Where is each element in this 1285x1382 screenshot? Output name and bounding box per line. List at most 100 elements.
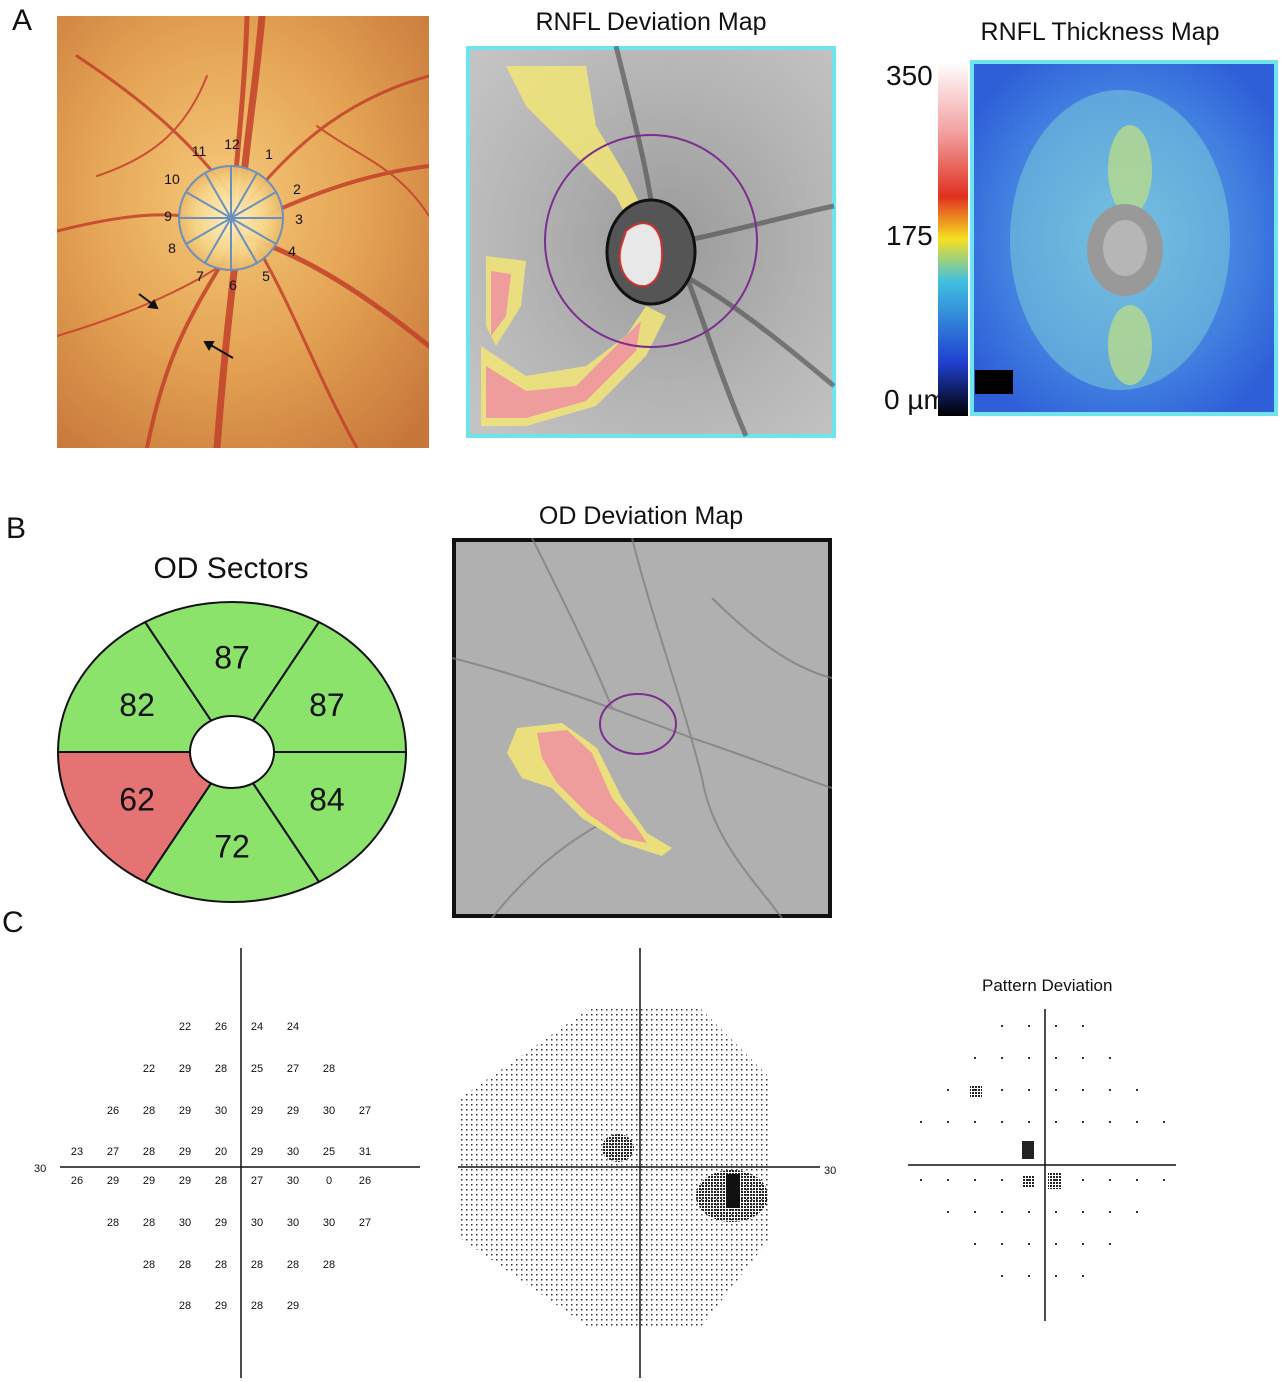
pattern-deviation-dot	[1109, 1179, 1111, 1181]
pattern-deviation-plot	[908, 1009, 1176, 1321]
threshold-value: 28	[107, 1217, 119, 1229]
pattern-deviation-dot	[1055, 1211, 1057, 1213]
pattern-deviation-dot	[1001, 1243, 1003, 1245]
od-sectors-chart: 87 87 84 72 62 82	[56, 601, 408, 903]
threshold-value: 26	[359, 1175, 371, 1187]
threshold-value: 29	[215, 1217, 227, 1229]
clock-hour-2: 2	[293, 181, 301, 197]
threshold-value: 30	[287, 1146, 299, 1158]
threshold-axis-label: 30	[34, 1163, 46, 1175]
threshold-value: 29	[251, 1105, 263, 1117]
sector-value-label: 87	[309, 687, 345, 723]
sector-wedge	[230, 620, 408, 753]
pattern-deviation-dot	[1082, 1121, 1084, 1123]
clock-hour-1: 1	[265, 146, 273, 162]
clock-hour-8: 8	[168, 240, 176, 256]
pattern-deviation-dot	[1055, 1275, 1057, 1277]
threshold-value: 25	[323, 1146, 335, 1158]
threshold-value: 29	[179, 1105, 191, 1117]
sector-center-hole	[189, 715, 275, 789]
pattern-deviation-dot	[1001, 1275, 1003, 1277]
clock-hour-6: 6	[229, 277, 237, 293]
threshold-value: 29	[215, 1300, 227, 1312]
pattern-deviation-dot	[974, 1121, 976, 1123]
threshold-value: 28	[215, 1259, 227, 1271]
threshold-value: 23	[71, 1146, 83, 1158]
threshold-value: 28	[251, 1259, 263, 1271]
rnfl-thickness-map	[970, 60, 1278, 416]
pattern-deviation-dot	[947, 1179, 949, 1181]
sector-value-label: 84	[309, 781, 345, 817]
panel-label-a: A	[12, 4, 33, 37]
threshold-value: 27	[107, 1146, 119, 1158]
pattern-deviation-dot	[1028, 1025, 1030, 1027]
pattern-deviation-dot	[1028, 1243, 1030, 1245]
pattern-deviation-dot	[947, 1211, 949, 1213]
pattern-deviation-dot	[974, 1243, 976, 1245]
pattern-deviation-dot	[1082, 1089, 1084, 1091]
threshold-value: 28	[143, 1217, 155, 1229]
panel-label-b: B	[6, 512, 27, 545]
threshold-value: 28	[179, 1259, 191, 1271]
threshold-value: 29	[179, 1146, 191, 1158]
pattern-deviation-dot	[1001, 1121, 1003, 1123]
pattern-deviation-dot	[1136, 1211, 1138, 1213]
threshold-value: 22	[179, 1021, 191, 1033]
threshold-value: 29	[179, 1175, 191, 1187]
threshold-value: 29	[287, 1300, 299, 1312]
threshold-value: 22	[143, 1063, 155, 1075]
threshold-value: 28	[215, 1063, 227, 1075]
clock-hour-11: 11	[192, 143, 207, 159]
pattern-deviation-dot	[1109, 1211, 1111, 1213]
threshold-value: 28	[251, 1300, 263, 1312]
sector-value-label: 82	[119, 687, 155, 723]
pattern-deviation-dot	[1055, 1121, 1057, 1123]
pattern-deviation-dot	[1082, 1057, 1084, 1059]
threshold-value: 28	[323, 1063, 335, 1075]
pattern-deviation-dot	[920, 1121, 922, 1123]
pattern-deviation-dot	[1055, 1057, 1057, 1059]
rnfl-thickness-map-title: RNFL Thickness Map	[980, 18, 1220, 46]
sector-value-label: 72	[214, 829, 250, 865]
clock-hour-4: 4	[288, 243, 296, 259]
od-sectors-title: OD Sectors	[153, 552, 309, 585]
pattern-deviation-dot	[1055, 1089, 1057, 1091]
panel-label-c: C	[2, 906, 24, 939]
pattern-deviation-dot	[947, 1121, 949, 1123]
threshold-values-plot: 30 22 26 24 24 22 29 28 25 27 28 26 28 29 30 29 29 30 27 2…	[34, 948, 420, 1378]
od-deviation-map	[452, 538, 832, 918]
clock-hour-7: 7	[196, 268, 204, 284]
threshold-value: 29	[287, 1105, 299, 1117]
threshold-value: 28	[143, 1105, 155, 1117]
sector-wedge	[56, 620, 234, 753]
threshold-value: 29	[107, 1175, 119, 1187]
threshold-value: 24	[251, 1021, 263, 1033]
arrow-icon	[208, 343, 234, 359]
pattern-deviation-dot	[1001, 1211, 1003, 1213]
pattern-deviation-dot	[947, 1089, 949, 1091]
rnfl-deviation-map	[466, 46, 836, 438]
pattern-deviation-dot	[1082, 1025, 1084, 1027]
sector-value-label: 62	[119, 781, 155, 817]
threshold-value: 20	[215, 1146, 227, 1158]
pattern-deviation-dot	[1055, 1025, 1057, 1027]
threshold-value: 28	[215, 1175, 227, 1187]
pattern-deviation-dot	[1109, 1121, 1111, 1123]
threshold-value: 28	[287, 1259, 299, 1271]
sector-wedge	[56, 751, 234, 884]
pattern-deviation-dot	[1001, 1025, 1003, 1027]
pattern-deviation-dot	[1136, 1179, 1138, 1181]
threshold-value: 29	[143, 1175, 155, 1187]
thickness-scale-label-175: 175	[886, 220, 933, 251]
pattern-deviation-dot	[1082, 1179, 1084, 1181]
clock-hour-9: 9	[164, 208, 172, 224]
clock-hour-12: 12	[224, 136, 240, 152]
pattern-deviation-dot	[1136, 1121, 1138, 1123]
threshold-value: 31	[359, 1146, 371, 1158]
pattern-deviation-dot	[1109, 1243, 1111, 1245]
pattern-deviation-dot	[1001, 1089, 1003, 1091]
pattern-deviation-dot	[1163, 1179, 1165, 1181]
threshold-value: 30	[251, 1217, 263, 1229]
clock-hour-3: 3	[295, 211, 303, 227]
threshold-value: 30	[179, 1217, 191, 1229]
